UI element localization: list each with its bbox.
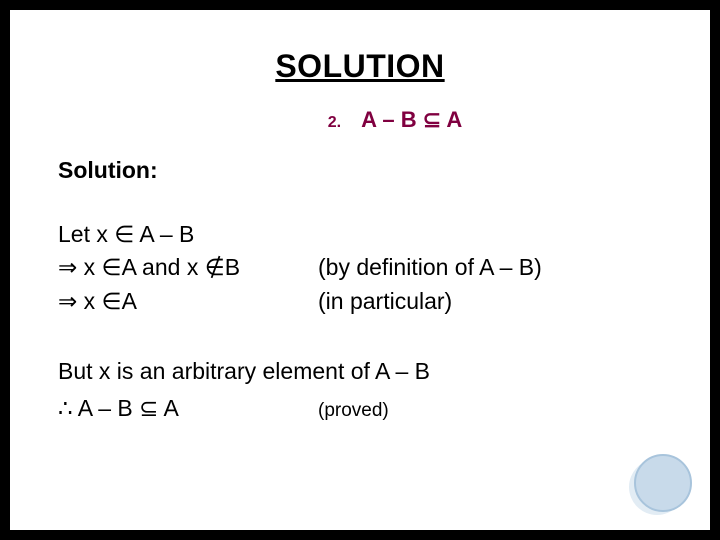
problem-number: 2. — [328, 114, 341, 131]
step-3-right: (in particular) — [318, 285, 662, 318]
proof-steps: Let x ∈ A – B ⇒ x ∈A and x ∉B (by defini… — [58, 218, 662, 318]
therefore-row: ∴ A – B ⊆ A (proved) — [58, 395, 662, 422]
step-1: Let x ∈ A – B — [58, 218, 318, 251]
solution-label: Solution: — [58, 157, 662, 184]
problem-line: 2. A – B ⊆ A — [128, 107, 662, 133]
conclusion-text: But x is an arbitrary element of A – B — [58, 358, 662, 385]
proved-label: (proved) — [318, 400, 389, 422]
step-2-left: ⇒ x ∈A and x ∉B — [58, 251, 318, 284]
step-3-left: ⇒ x ∈A — [58, 285, 318, 318]
slide-container: SOLUTION 2. A – B ⊆ A Solution: Let x ∈ … — [10, 10, 710, 530]
slide-title: SOLUTION — [58, 48, 662, 85]
therefore-left: ∴ A – B ⊆ A — [58, 395, 318, 422]
decorative-circle-icon — [634, 454, 692, 512]
problem-statement: A – B ⊆ A — [361, 107, 462, 132]
step-2-right: (by definition of A – B) — [318, 251, 662, 284]
